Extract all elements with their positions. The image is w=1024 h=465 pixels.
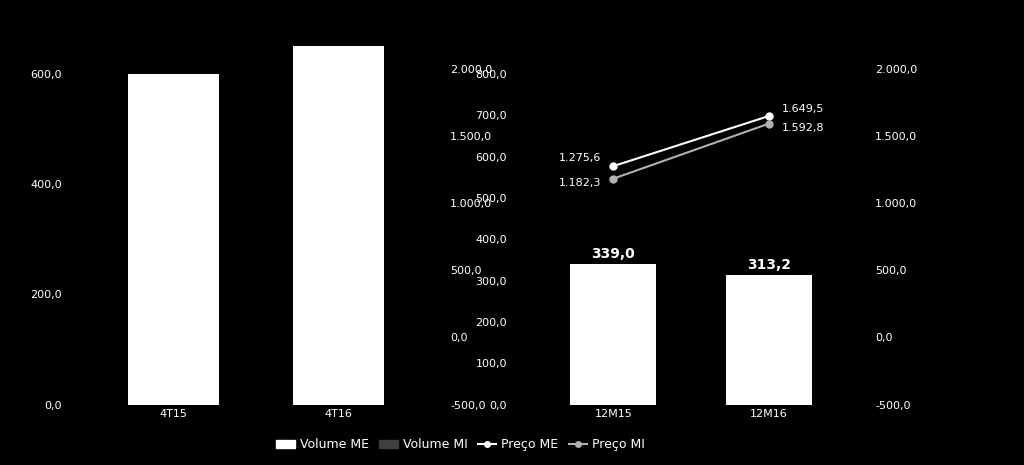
Text: 339,0: 339,0 <box>592 247 635 261</box>
Bar <box>726 275 812 405</box>
Text: 1.275,6: 1.275,6 <box>558 153 601 163</box>
Text: 1.592,8: 1.592,8 <box>781 123 824 133</box>
Text: 1.182,3: 1.182,3 <box>558 178 601 188</box>
Text: 1.954,0: 1.954,0 <box>309 53 368 68</box>
Text: 1.649,5: 1.649,5 <box>781 104 824 114</box>
Bar <box>128 74 219 405</box>
Legend: Volume ME, Volume MI, Preço ME, Preço MI: Volume ME, Volume MI, Preço ME, Preço MI <box>271 433 650 457</box>
Bar <box>570 265 656 405</box>
Text: 313,2: 313,2 <box>748 258 792 272</box>
Bar <box>293 0 384 405</box>
